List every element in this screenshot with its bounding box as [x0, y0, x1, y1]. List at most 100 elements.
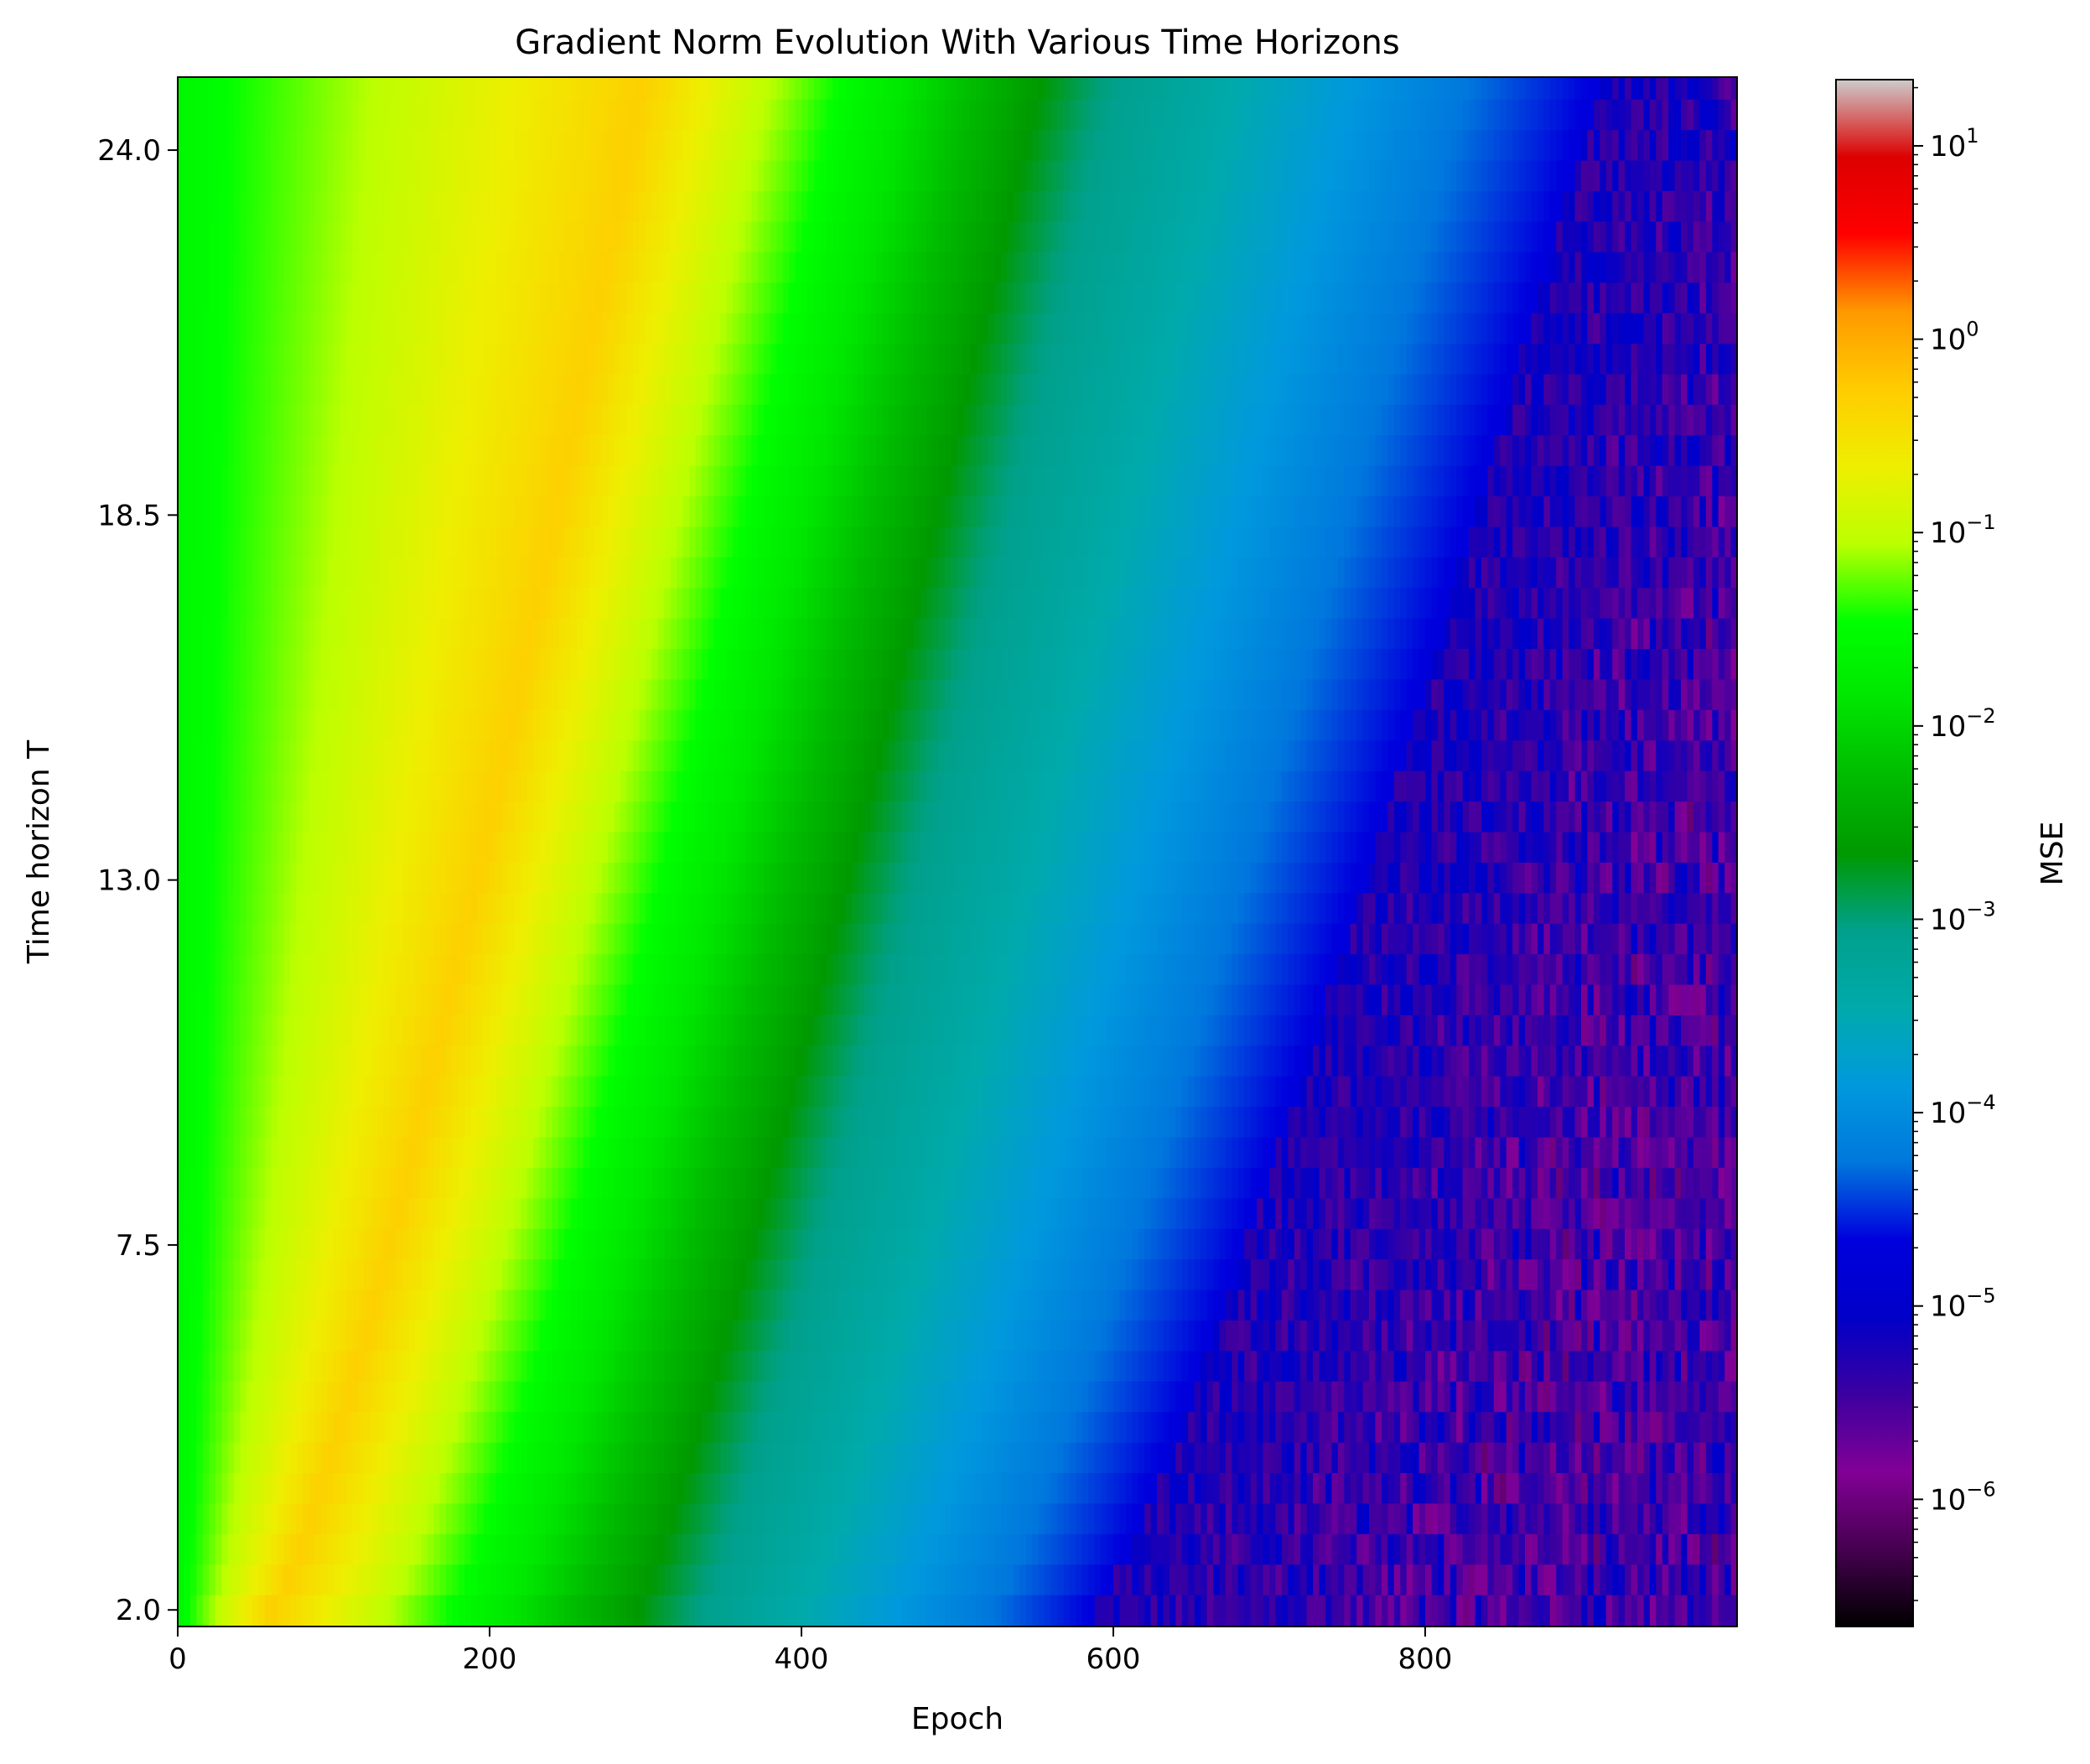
heatmap-cell [770, 1411, 777, 1443]
heatmap-cell [1587, 1045, 1595, 1077]
heatmap-cell [402, 1411, 409, 1443]
heatmap-cell [271, 1533, 278, 1565]
heatmap-cell [1007, 1197, 1014, 1229]
heatmap-cell [589, 1045, 597, 1077]
heatmap-cell [595, 1381, 603, 1413]
heatmap-cell [1362, 1228, 1370, 1260]
heatmap-cell [1157, 1533, 1164, 1565]
heatmap-cell [227, 1197, 235, 1229]
heatmap-cell [1269, 1595, 1277, 1627]
heatmap-cell [1562, 1411, 1569, 1443]
heatmap-cell [427, 1441, 434, 1473]
heatmap-cell [1724, 1258, 1732, 1290]
heatmap-cell [982, 1411, 989, 1443]
heatmap-cell [558, 1167, 565, 1199]
heatmap-cell [545, 1014, 552, 1046]
heatmap-cell [757, 1136, 765, 1168]
heatmap-cell [439, 1014, 447, 1046]
heatmap-cell [1219, 1595, 1227, 1627]
heatmap-cell [701, 1076, 708, 1108]
heatmap-cell [882, 1289, 889, 1320]
heatmap-cell [620, 1502, 628, 1534]
heatmap-cell [1636, 1014, 1644, 1046]
heatmap-cell [1244, 1381, 1252, 1413]
heatmap-cell [1400, 1381, 1408, 1413]
heatmap-cell [1600, 1533, 1607, 1565]
heatmap-cell [327, 1441, 335, 1473]
heatmap-cell [1562, 1136, 1569, 1168]
heatmap-cell [1063, 1258, 1071, 1290]
heatmap-cell [1313, 1258, 1320, 1290]
heatmap-cell [1425, 1595, 1433, 1627]
heatmap-cell [713, 1564, 721, 1595]
heatmap-cell [633, 1472, 640, 1504]
heatmap-cell [252, 1045, 260, 1077]
heatmap-cell [920, 1136, 927, 1168]
heatmap-cell [1681, 1197, 1688, 1229]
heatmap-cell [477, 1472, 485, 1504]
heatmap-cell [1113, 1411, 1121, 1443]
heatmap-cell [1094, 1320, 1102, 1352]
heatmap-cell [352, 1533, 360, 1565]
heatmap-cell [1562, 1076, 1569, 1108]
heatmap-cell [1699, 1228, 1707, 1260]
heatmap-cell [309, 1136, 316, 1168]
heatmap-cell [1462, 1289, 1470, 1320]
heatmap-cell [583, 1106, 590, 1138]
heatmap-cell [863, 1197, 871, 1229]
heatmap-cell [1662, 1076, 1669, 1108]
heatmap-cell [240, 1564, 247, 1595]
heatmap-cell [246, 1106, 253, 1138]
heatmap-cell [1063, 1106, 1071, 1138]
heatmap-cell [820, 1076, 827, 1108]
heatmap-cell [601, 1533, 609, 1565]
heatmap-cell [1506, 1258, 1513, 1290]
heatmap-cell [526, 1533, 534, 1565]
heatmap-cell [901, 1197, 909, 1229]
heatmap-cell [1431, 1045, 1439, 1077]
heatmap-cell [646, 1411, 653, 1443]
heatmap-cell [1656, 1167, 1663, 1199]
heatmap-cell [1543, 1014, 1551, 1046]
heatmap-cell [1431, 1228, 1439, 1260]
heatmap-cell [427, 1106, 434, 1138]
heatmap-cell [365, 1564, 372, 1595]
heatmap-cell [1294, 1258, 1301, 1290]
heatmap-cell [857, 1320, 864, 1352]
heatmap-cell [695, 1014, 703, 1046]
heatmap-cell [583, 1076, 590, 1108]
heatmap-cell [483, 1595, 490, 1627]
heatmap-cell [564, 1595, 572, 1627]
heatmap-cell [552, 1197, 559, 1229]
heatmap-cell [1681, 1289, 1688, 1320]
heatmap-cell [1007, 1441, 1014, 1473]
heatmap-cell [389, 1411, 397, 1443]
heatmap-cell [345, 1320, 353, 1352]
heatmap-cell [383, 1289, 391, 1320]
heatmap-cell [595, 1533, 603, 1565]
heatmap-cell [601, 1167, 609, 1199]
heatmap-cell [252, 1533, 260, 1565]
heatmap-cell [340, 1076, 347, 1108]
heatmap-cell [1556, 1350, 1564, 1382]
heatmap-cell [1500, 1502, 1507, 1534]
heatmap-cell [1456, 1595, 1464, 1627]
heatmap-cell [670, 1533, 677, 1565]
heatmap-cell [1019, 1381, 1027, 1413]
heatmap-cell [533, 1014, 541, 1046]
heatmap-cell [240, 1228, 247, 1260]
heatmap-cell [1201, 1320, 1208, 1352]
heatmap-cell [1612, 1289, 1620, 1320]
heatmap-cell [1693, 1472, 1700, 1504]
heatmap-cell [327, 1350, 335, 1382]
heatmap-cell [458, 1045, 465, 1077]
heatmap-cell [321, 1136, 329, 1168]
heatmap-cell [770, 1441, 777, 1473]
heatmap-cell [1537, 1014, 1544, 1046]
heatmap-cell [882, 1381, 889, 1413]
heatmap-cell [202, 1228, 210, 1260]
heatmap-cell [289, 1289, 297, 1320]
heatmap-cell [483, 1502, 490, 1534]
heatmap-cell [782, 1076, 790, 1108]
heatmap-cell [1225, 1106, 1232, 1138]
